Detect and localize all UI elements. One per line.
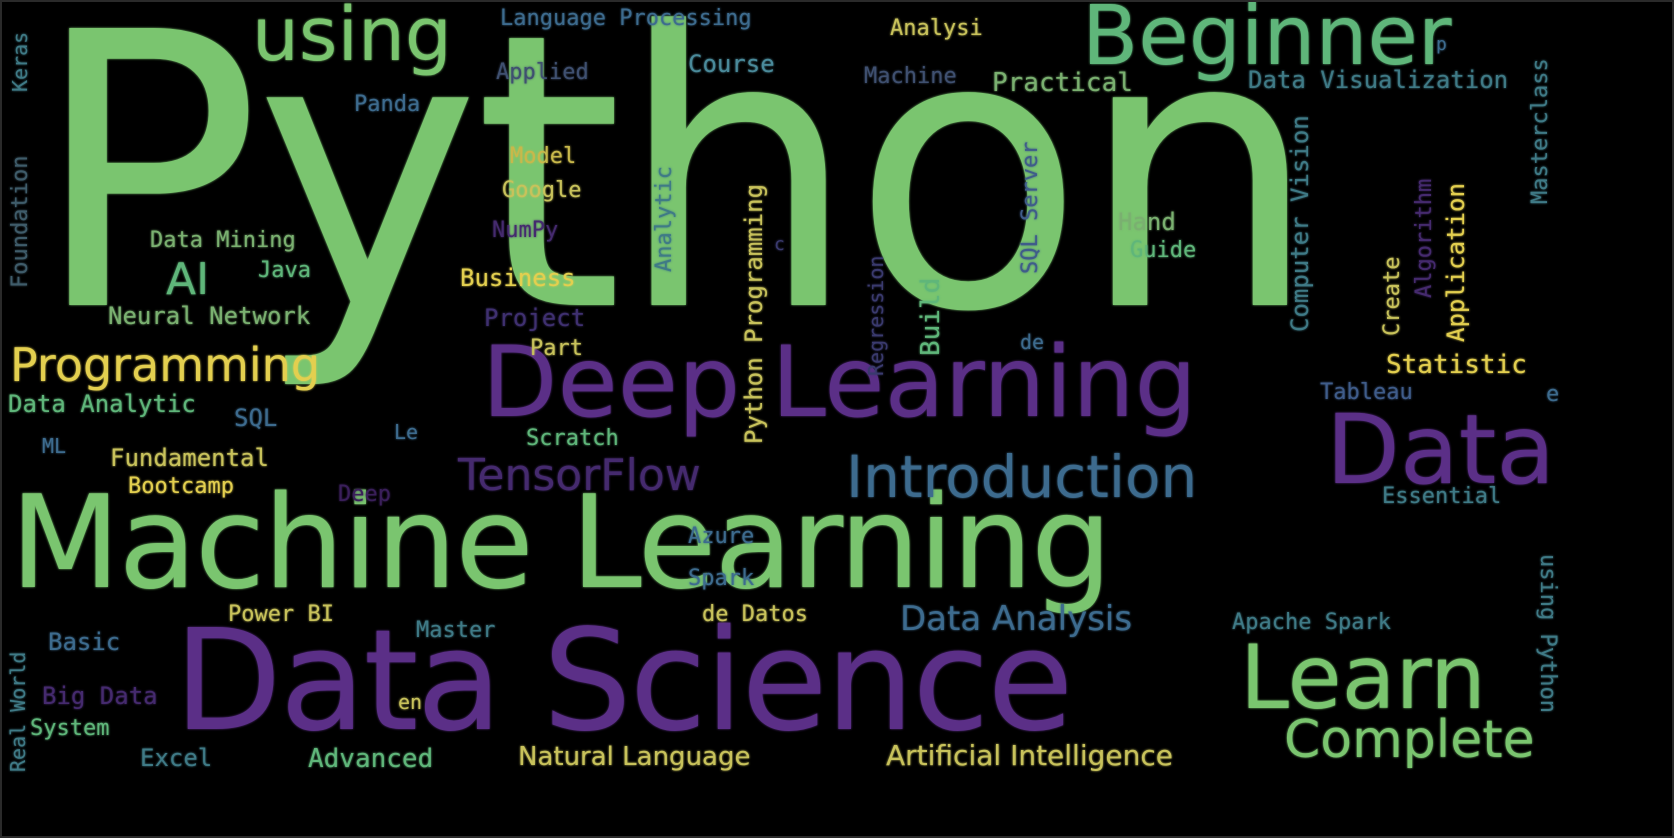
word-practical: Practical — [992, 68, 1133, 98]
word-artificial-intelligence: Artificial Intelligence — [886, 739, 1173, 772]
word-statistic: Statistic — [1386, 350, 1527, 380]
word-programming: Programming — [10, 338, 321, 392]
word-system: System — [30, 716, 110, 741]
word-scratch: Scratch — [526, 426, 619, 451]
word-data-analysis: Data Analysis — [900, 599, 1133, 639]
word-beginner: Beginner — [1082, 0, 1452, 84]
word-panda: Panda — [354, 92, 421, 117]
word-computer-vision: Computer Vision — [1286, 115, 1314, 332]
word-python-programming: Python Programming — [740, 183, 768, 444]
word-tableau: Tableau — [1320, 380, 1413, 405]
word-application: Application — [1442, 183, 1470, 342]
word-using: using — [252, 0, 452, 78]
word-fundamental: Fundamental — [110, 444, 269, 472]
word-sql: SQL — [234, 404, 278, 432]
word-en: en — [398, 690, 423, 714]
word-language-processing: Language Processing — [500, 6, 752, 31]
word-tensorflow: TensorFlow — [458, 450, 701, 501]
word-power-bi: Power BI — [228, 602, 334, 627]
word-apache-spark: Apache Spark — [1232, 610, 1391, 635]
word-deep-learning: Deep Learning — [482, 326, 1197, 440]
word-analysi: Analysi — [890, 16, 983, 41]
word-google: Google — [502, 178, 582, 203]
word-ai: AI — [166, 254, 210, 305]
word-data-analytic: Data Analytic — [8, 390, 196, 418]
word-bootcamp: Bootcamp — [128, 474, 234, 499]
word-foundation: Foundation — [8, 155, 33, 288]
word-deep-small: Deep — [338, 482, 391, 507]
word-p: p — [1436, 34, 1447, 55]
word-course: Course — [688, 50, 775, 78]
word-regression: Regression — [864, 255, 888, 376]
word-analytic: Analytic — [652, 166, 677, 272]
word-sql-server: SQL Server — [1018, 141, 1043, 274]
word-e: e — [1546, 382, 1560, 407]
word-python: Python — [32, 0, 1319, 395]
word-excel: Excel — [140, 744, 213, 772]
word-machine-small: Machine — [864, 64, 957, 89]
word-machine-learning: Machine Learning — [10, 469, 1112, 618]
word-basic: Basic — [48, 628, 121, 656]
word-learn: Learn — [1240, 626, 1486, 729]
word-advanced: Advanced — [308, 744, 434, 774]
word-numpy: NumPy — [492, 218, 559, 243]
word-using-python: using Python — [1535, 554, 1560, 713]
word-de-datos: de Datos — [702, 602, 808, 627]
word-hand: Hand — [1118, 208, 1176, 236]
word-keras: Keras — [8, 31, 32, 92]
word-introduction: Introduction — [846, 443, 1198, 511]
word-part: Part — [530, 336, 583, 361]
word-real-world: Real World — [6, 651, 30, 772]
word-c: c — [774, 234, 785, 255]
word-business: Business — [460, 264, 576, 292]
word-java: Java — [258, 258, 311, 283]
word-big-data: Big Data — [42, 682, 158, 710]
word-neural-network: Neural Network — [108, 302, 311, 330]
word-data-visualization: Data Visualization — [1248, 66, 1509, 94]
word-data: Data — [1326, 394, 1556, 506]
word-guide: Guide — [1130, 238, 1197, 263]
word-model: Model — [510, 144, 577, 169]
word-create: Create — [1380, 256, 1405, 336]
word-spark: Spark — [688, 566, 755, 591]
word-azure: Azure — [688, 524, 755, 549]
word-essential: Essential — [1382, 484, 1502, 509]
word-complete: Complete — [1284, 710, 1535, 770]
word-data-science: Data Science — [174, 600, 1073, 763]
word-data-mining: Data Mining — [150, 228, 296, 253]
word-master: Master — [416, 618, 496, 643]
word-masterclass: Masterclass — [1528, 58, 1553, 204]
word-le: Le — [394, 420, 419, 444]
word-algorithm: Algorithm — [1412, 178, 1437, 298]
word-ml: ML — [42, 434, 67, 458]
word-de: de — [1020, 330, 1045, 354]
word-applied: Applied — [496, 60, 589, 85]
word-natural-language: Natural Language — [518, 742, 751, 772]
word-project: Project — [484, 304, 586, 332]
word-build: Build — [916, 277, 946, 356]
